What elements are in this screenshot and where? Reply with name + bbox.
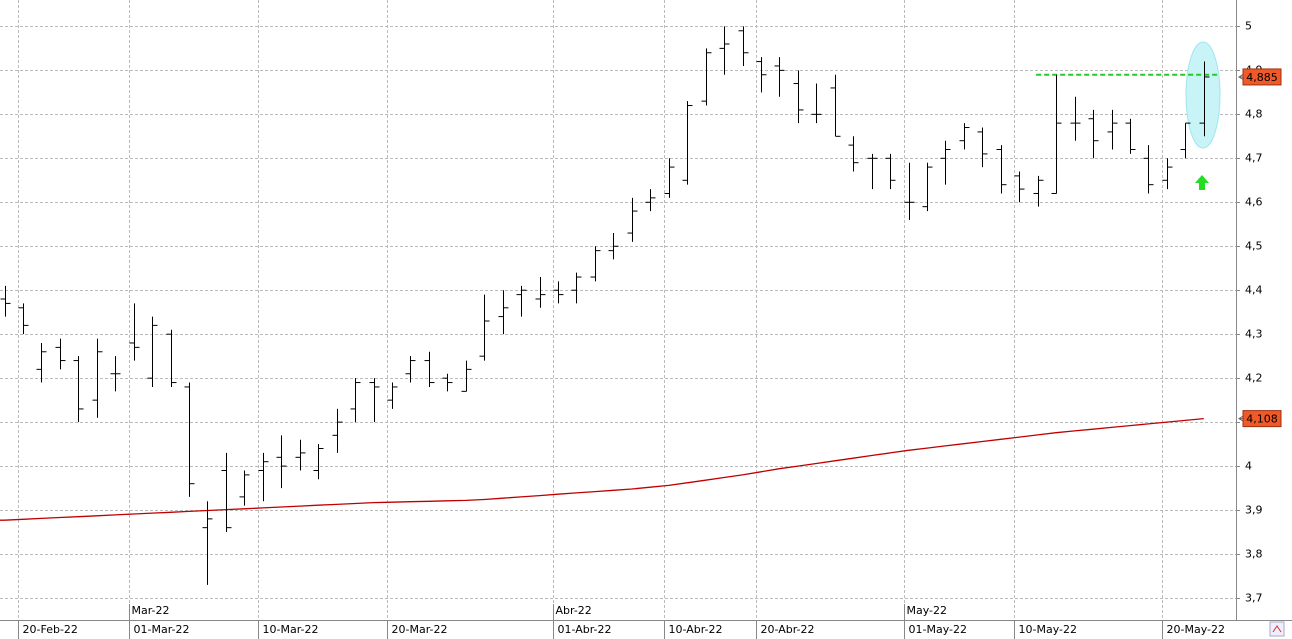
highlight-ellipse xyxy=(1185,41,1221,149)
y-tick-label: 4,5 xyxy=(1245,240,1263,253)
price-tag xyxy=(1242,410,1282,428)
x-tick-label: 01-Abr-22 xyxy=(558,623,612,636)
x-tick-label: 20-May-22 xyxy=(1167,623,1225,636)
x-tick-label: 10-Mar-22 xyxy=(263,623,319,636)
moving-average-line xyxy=(0,417,1204,521)
x-tick-label: 10-Abr-22 xyxy=(669,623,723,636)
x-tick-label: 20-Feb-22 xyxy=(23,623,78,636)
y-tick-label: 3,8 xyxy=(1245,548,1263,561)
y-tick-label: 4,3 xyxy=(1245,328,1263,341)
y-tick-label: 4,2 xyxy=(1245,372,1263,385)
x-tick-label: 01-May-22 xyxy=(909,623,967,636)
y-tick-label: 4,8 xyxy=(1245,108,1263,121)
month-label: Abr-22 xyxy=(556,604,592,617)
x-tick-label: 20-Mar-22 xyxy=(392,623,448,636)
y-tick-label: 4,4 xyxy=(1245,284,1263,297)
x-tick-label: 20-Abr-22 xyxy=(761,623,815,636)
y-tick-label: 4,7 xyxy=(1245,152,1263,165)
x-tick-label: 01-Mar-22 xyxy=(134,623,190,636)
logo xyxy=(1269,621,1285,637)
y-tick-label: 4,6 xyxy=(1245,196,1263,209)
grid xyxy=(0,0,1236,620)
y-tick-label: 3,9 xyxy=(1245,504,1263,517)
price-tag xyxy=(1242,68,1282,86)
x-tick-label: 10-May-22 xyxy=(1019,623,1077,636)
up-arrow xyxy=(1195,175,1209,190)
plot xyxy=(0,26,1220,585)
y-tick-label: 5 xyxy=(1245,20,1252,33)
y-tick-label: 3,7 xyxy=(1245,592,1263,605)
price-tag-label: 4,885 xyxy=(1246,71,1278,84)
month-label: Mar-22 xyxy=(132,604,170,617)
month-label: May-22 xyxy=(907,604,948,617)
y-tick-label: 4 xyxy=(1245,460,1252,473)
price-tag-label: 4,108 xyxy=(1246,413,1278,426)
